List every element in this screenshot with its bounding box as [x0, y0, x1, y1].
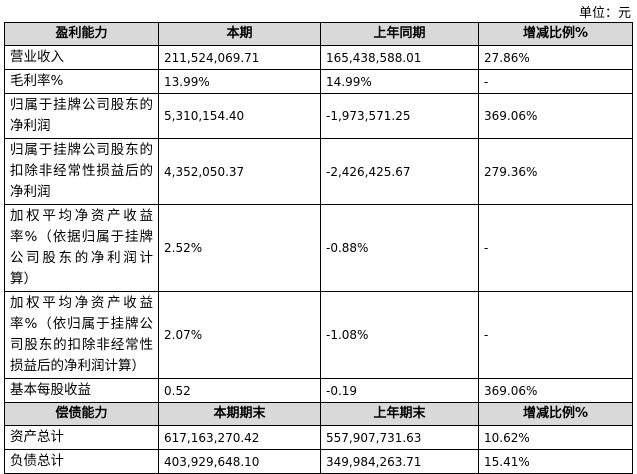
cell: -1,973,571.25 [320, 93, 479, 139]
cell: 557,907,731.63 [320, 425, 479, 450]
cell: 27.86% [478, 45, 633, 70]
row-label: 加权平均净资产收益 率%（依归属于挂牌公 司股东的扣除非经常性 损益后的净利润计算） [4, 291, 159, 379]
cell: 14.99% [320, 69, 479, 94]
cell: -1.08% [320, 291, 479, 379]
label-line: 负债总计 [10, 453, 64, 469]
label-line: 扣除非经常性损益后的 [10, 163, 153, 179]
cell: 617,163,270.42 [158, 425, 321, 450]
cell: 349,984,263.71 [320, 449, 479, 474]
unit-label: 单位：元 [578, 6, 631, 21]
cell: - [478, 69, 633, 94]
cell: 211,524,069.71 [158, 45, 321, 70]
cell: 279.36% [478, 138, 633, 205]
header-cell: 上年同期 [320, 22, 479, 46]
row: 归属于挂牌公司股东的 净利润 5,310,154.40 -1,973,571.25 36… [4, 93, 633, 139]
cell: 10.62% [478, 425, 633, 450]
label-line: 毛利率% [10, 73, 64, 89]
cell: 15.41% [478, 449, 633, 474]
header-cell: 偿债能力 [4, 402, 159, 426]
cell: -0.19 [320, 378, 479, 403]
label-line: 率%（依据归属于挂牌 [10, 229, 153, 245]
label-line: 损益后的净利润计算） [10, 358, 145, 374]
row: 加权平均净资产收益 率%（依据归属于挂牌 公司股东的净利润计 算） 2.52% -0.88… [4, 204, 633, 292]
row: 毛利率% 13.99% 14.99% - [4, 69, 633, 94]
cell: 0.52 [158, 378, 321, 403]
label-line: 司股东的扣除非经常性 [10, 337, 153, 353]
header-row: 偿债能力 本期期末 上年期末 增减比例% [4, 402, 633, 426]
header-cell: 上年期末 [320, 402, 479, 426]
cell: 403,929,648.10 [158, 449, 321, 474]
cell: 369.06% [478, 378, 633, 403]
cell: 2.52% [158, 204, 321, 292]
cell: 5,310,154.40 [158, 93, 321, 139]
cell: 13.99% [158, 69, 321, 94]
row: 归属于挂牌公司股东的 扣除非经常性损益后的 净利润 4,352,050.37 -2,42… [4, 138, 633, 205]
cell: 4,352,050.37 [158, 138, 321, 205]
row: 资产总计 617,163,270.42 557,907,731.63 10.62% [4, 425, 633, 450]
label-line: 资产总计 [10, 429, 64, 445]
row: 负债总计 403,929,648.10 349,984,263.71 15.41% [4, 449, 633, 474]
cell: -0.88% [320, 204, 479, 292]
row: 加权平均净资产收益 率%（依归属于挂牌公 司股东的扣除非经常性 损益后的净利润计算） 2… [4, 291, 633, 379]
row-label: 归属于挂牌公司股东的 净利润 [4, 93, 159, 139]
cell: 165,438,588.01 [320, 45, 479, 70]
header-row: 盈利能力 本期 上年同期 增减比例% [4, 22, 633, 46]
label-line: 归属于挂牌公司股东的 [10, 97, 153, 113]
page: 单位：元 盈利能力 本期 上年同期 增减比例% 营业收入 211,524,069.71 16… [4, 6, 633, 474]
cell: -2,426,425.67 [320, 138, 479, 205]
cell: - [478, 204, 633, 292]
label-line: 加权平均净资产收益 [10, 208, 153, 224]
label-line: 公司股东的净利润计 [10, 250, 153, 266]
label-line: 算） [10, 271, 37, 287]
header-cell: 本期 [158, 22, 321, 46]
row-label: 负债总计 [4, 449, 159, 474]
cell: 369.06% [478, 93, 633, 139]
header-cell: 增减比例% [478, 402, 633, 426]
label-line: 归属于挂牌公司股东的 [10, 142, 153, 158]
row-label: 毛利率% [4, 69, 159, 94]
row-label: 归属于挂牌公司股东的 扣除非经常性损益后的 净利润 [4, 138, 159, 205]
row-label: 加权平均净资产收益 率%（依据归属于挂牌 公司股东的净利润计 算） [4, 204, 159, 292]
row: 营业收入 211,524,069.71 165,438,588.01 27.86% [4, 45, 633, 70]
row-label: 资产总计 [4, 425, 159, 450]
label-line: 加权平均净资产收益 [10, 295, 153, 311]
cell: 2.07% [158, 291, 321, 379]
label-line: 营业收入 [10, 49, 64, 65]
table: 盈利能力 本期 上年同期 增减比例% 营业收入 211,524,069.71 165,438… [4, 22, 633, 474]
label-line: 基本每股收益 [10, 382, 91, 398]
label-line: 率%（依归属于挂牌公 [10, 316, 153, 332]
header-cell: 增减比例% [478, 22, 633, 46]
label-line: 净利润 [10, 118, 51, 134]
header-cell: 本期期末 [158, 402, 321, 426]
row-label: 基本每股收益 [4, 378, 159, 403]
label-line: 净利润 [10, 184, 51, 200]
row: 基本每股收益 0.52 -0.19 369.06% [4, 378, 633, 403]
row-label: 营业收入 [4, 45, 159, 70]
header-cell: 盈利能力 [4, 22, 159, 46]
cell: - [478, 291, 633, 379]
